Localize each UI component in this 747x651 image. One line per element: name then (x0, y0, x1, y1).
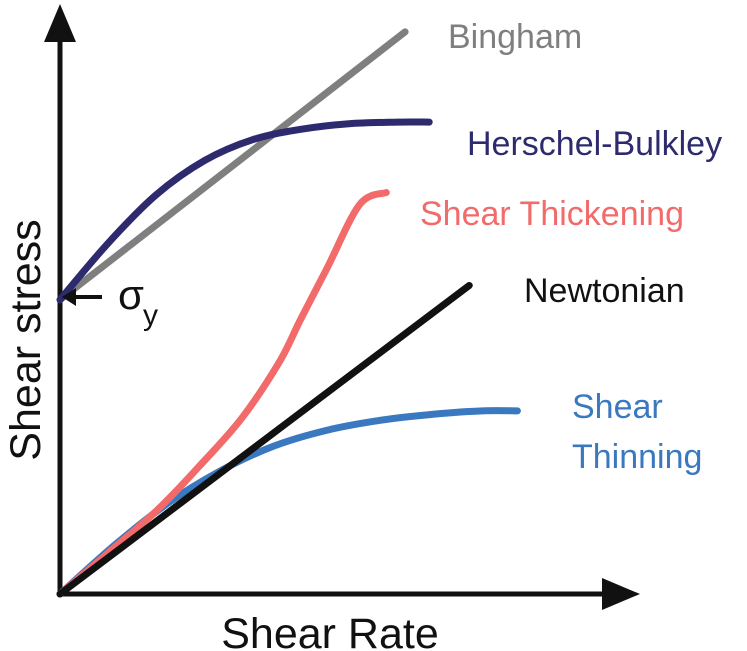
series-label-herschel-bulkley: Herschel-Bulkley (467, 125, 722, 163)
x-axis-arrowhead (602, 578, 640, 610)
yield-stress-indicator: σ y (62, 271, 158, 332)
series-line-newtonian (56, 281, 473, 598)
series-label-bingham: Bingham (448, 18, 582, 56)
yield-stress-symbol: σ (118, 271, 144, 318)
series-label-shear-thickening: Shear Thickening (420, 195, 684, 233)
x-axis-label: Shear Rate (221, 610, 439, 651)
series-line-shear-thickening (56, 189, 390, 598)
y-axis-label: Shear stress (2, 219, 50, 460)
series-labels: Bingham Herschel-Bulkley Shear Thickening N… (420, 18, 722, 476)
series-line-shear-thinning (56, 407, 521, 598)
y-axis-arrowhead (44, 4, 76, 42)
series-label-newtonian: Newtonian (524, 272, 685, 310)
series-line-bingham (56, 28, 409, 304)
yield-stress-arrowhead (62, 288, 76, 306)
series-label-shear-thinning: Shear Thinning (572, 388, 702, 476)
yield-stress-subscript: y (143, 299, 158, 332)
chart-curves (56, 28, 521, 598)
series-line-herschel-bulkley (56, 118, 433, 304)
